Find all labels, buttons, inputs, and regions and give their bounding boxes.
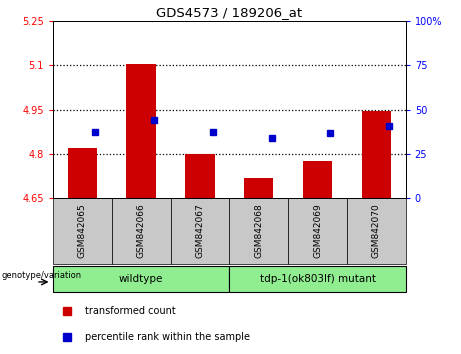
Bar (53, 198, 112, 264)
Bar (229, 266, 406, 292)
Bar (229, 198, 288, 264)
Bar (361, 111, 391, 198)
Text: tdp-1(ok803lf) mutant: tdp-1(ok803lf) mutant (260, 274, 376, 284)
Text: GSM842068: GSM842068 (254, 204, 263, 258)
Bar (303, 161, 332, 198)
Text: GSM842067: GSM842067 (195, 204, 205, 258)
Bar (126, 64, 156, 198)
Bar (171, 198, 230, 264)
Bar (288, 198, 347, 264)
Bar (53, 266, 230, 292)
Title: GDS4573 / 189206_at: GDS4573 / 189206_at (156, 6, 302, 19)
Text: genotype/variation: genotype/variation (1, 271, 81, 280)
Bar (112, 198, 171, 264)
Text: wildtype: wildtype (119, 274, 163, 284)
Text: transformed count: transformed count (85, 306, 176, 316)
Text: GSM842070: GSM842070 (372, 204, 381, 258)
Text: percentile rank within the sample: percentile rank within the sample (85, 332, 250, 342)
Text: GSM842069: GSM842069 (313, 204, 322, 258)
Text: GSM842065: GSM842065 (78, 204, 87, 258)
Bar (68, 148, 97, 198)
Text: GSM842066: GSM842066 (136, 204, 146, 258)
Bar (185, 154, 215, 198)
Bar (244, 178, 273, 198)
Bar (347, 198, 406, 264)
